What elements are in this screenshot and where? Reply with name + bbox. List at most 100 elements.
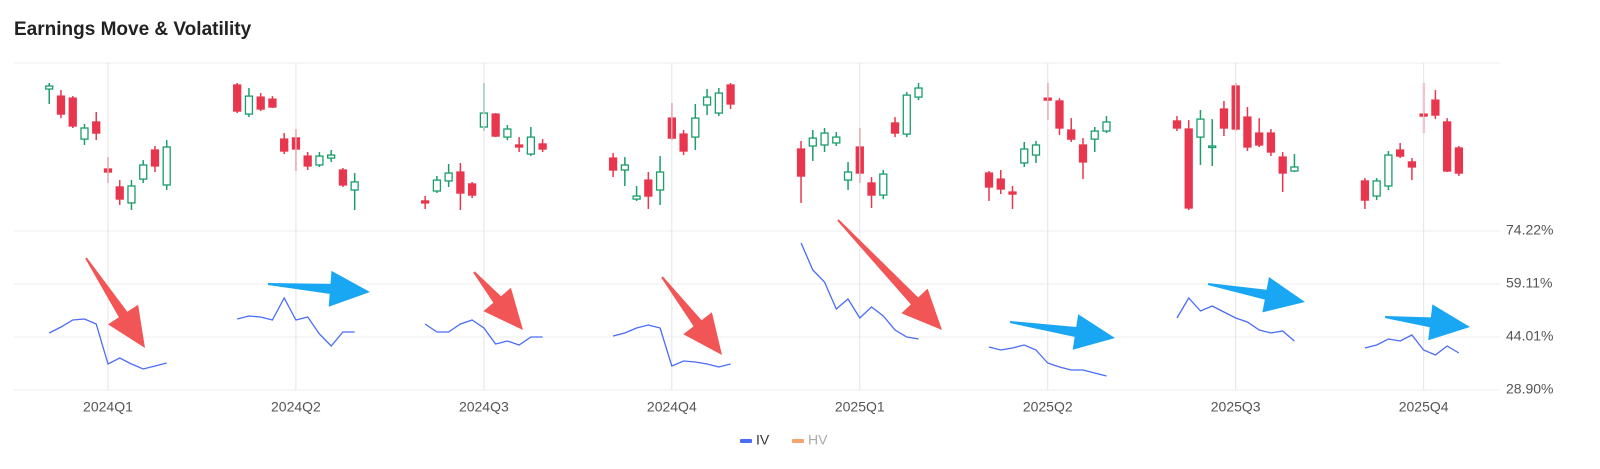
candle-body bbox=[127, 185, 136, 204]
candle-body bbox=[56, 95, 66, 115]
candle-body bbox=[714, 92, 723, 114]
candle-body bbox=[1442, 121, 1452, 172]
candle-body bbox=[914, 87, 923, 98]
candle-body bbox=[1407, 161, 1417, 168]
candle-body bbox=[467, 183, 477, 196]
candle-body bbox=[68, 97, 77, 127]
x-tick-label: 2025Q1 bbox=[835, 399, 885, 415]
candle-body bbox=[808, 137, 817, 147]
candle-body bbox=[1008, 191, 1017, 195]
candle-body bbox=[1431, 99, 1440, 116]
y-tick-label: 59.11% bbox=[1506, 275, 1552, 291]
candle-body bbox=[1208, 145, 1217, 149]
candle-body bbox=[1454, 147, 1464, 174]
candle-body bbox=[503, 128, 512, 138]
candle-body bbox=[1078, 144, 1088, 163]
candle-body bbox=[456, 171, 465, 194]
annotation-arrow bbox=[1009, 314, 1115, 350]
candle-body bbox=[338, 169, 348, 186]
candle-body bbox=[1219, 108, 1229, 129]
candle-body bbox=[444, 172, 453, 182]
candle-body bbox=[1290, 166, 1299, 172]
candle-body bbox=[1196, 118, 1205, 138]
candle-body bbox=[526, 136, 536, 155]
candle-body bbox=[691, 117, 700, 138]
candle-body bbox=[432, 179, 442, 192]
annotation-arrows bbox=[85, 219, 1470, 355]
candle-body bbox=[491, 113, 500, 137]
candle-body bbox=[608, 157, 618, 171]
candle-body bbox=[1266, 132, 1276, 153]
candle-body bbox=[843, 171, 853, 181]
candle-body bbox=[45, 85, 54, 90]
candle-body bbox=[879, 173, 888, 196]
candle-body bbox=[1278, 156, 1287, 174]
candle-body bbox=[632, 195, 641, 200]
candle-body bbox=[1055, 100, 1064, 129]
y-tick-label: 74.22% bbox=[1506, 222, 1553, 238]
y-tick-label: 44.01% bbox=[1506, 328, 1553, 344]
x-tick-label: 2025Q2 bbox=[1023, 399, 1073, 415]
candle-body bbox=[115, 186, 124, 200]
legend-swatch bbox=[792, 439, 804, 443]
candle-body bbox=[867, 182, 876, 196]
candle-body bbox=[1067, 129, 1076, 140]
legend-label: HV bbox=[808, 432, 828, 448]
candle-body bbox=[350, 181, 359, 191]
candle-body bbox=[162, 146, 171, 186]
legend-label: IV bbox=[756, 432, 770, 448]
candle-body bbox=[150, 149, 160, 167]
candle-body bbox=[984, 172, 994, 188]
candle-body bbox=[1384, 154, 1393, 187]
chart-title: Earnings Move & Volatility bbox=[14, 19, 252, 40]
annotation-arrow bbox=[267, 270, 370, 307]
candle-body bbox=[1372, 180, 1381, 197]
candle-body bbox=[1255, 132, 1264, 146]
annotation-arrow bbox=[473, 271, 523, 330]
candle-body bbox=[679, 133, 688, 152]
x-tick-label: 2025Q3 bbox=[1211, 399, 1261, 415]
candle-body bbox=[244, 95, 254, 115]
candle-body bbox=[726, 84, 735, 105]
candle-body bbox=[1020, 148, 1029, 164]
candle-body bbox=[327, 154, 336, 159]
candle-body bbox=[1031, 144, 1041, 156]
candle-body bbox=[820, 132, 829, 146]
annotation-arrow bbox=[85, 257, 145, 348]
candle-body bbox=[644, 179, 653, 197]
candle-body bbox=[996, 178, 1005, 190]
candle-body bbox=[902, 94, 911, 135]
candle-body bbox=[233, 84, 242, 112]
candle-body bbox=[1396, 149, 1405, 157]
candle-body bbox=[139, 164, 148, 180]
x-tick-label: 2024Q4 bbox=[647, 399, 697, 415]
candle-body bbox=[1243, 116, 1252, 148]
candle-body bbox=[420, 200, 430, 204]
candle-body bbox=[1090, 130, 1099, 140]
candle-body bbox=[1102, 121, 1111, 132]
annotation-arrow bbox=[837, 219, 942, 330]
candle-body bbox=[280, 138, 289, 152]
legend-swatch bbox=[740, 439, 752, 443]
annotation-arrow bbox=[1384, 304, 1470, 341]
candle-body bbox=[655, 171, 665, 191]
candle-body bbox=[832, 136, 841, 144]
candle-body bbox=[92, 121, 101, 134]
candle-body bbox=[796, 148, 806, 177]
candle-body bbox=[303, 155, 312, 167]
x-tick-label: 2024Q3 bbox=[459, 399, 509, 415]
candle-body bbox=[315, 155, 324, 166]
candle-body bbox=[702, 96, 712, 106]
candle-body bbox=[890, 122, 900, 134]
candle-body bbox=[1360, 180, 1370, 201]
candle-body bbox=[538, 143, 547, 150]
candle-body bbox=[256, 96, 265, 110]
annotation-arrow bbox=[661, 276, 722, 355]
x-tick-label: 2025Q4 bbox=[1399, 399, 1449, 415]
candle-body bbox=[514, 144, 524, 148]
candle-body bbox=[620, 164, 629, 171]
x-tick-label: 2024Q1 bbox=[83, 399, 133, 415]
y-tick-label: 28.90% bbox=[1506, 381, 1553, 397]
iv-line bbox=[48, 242, 1460, 377]
